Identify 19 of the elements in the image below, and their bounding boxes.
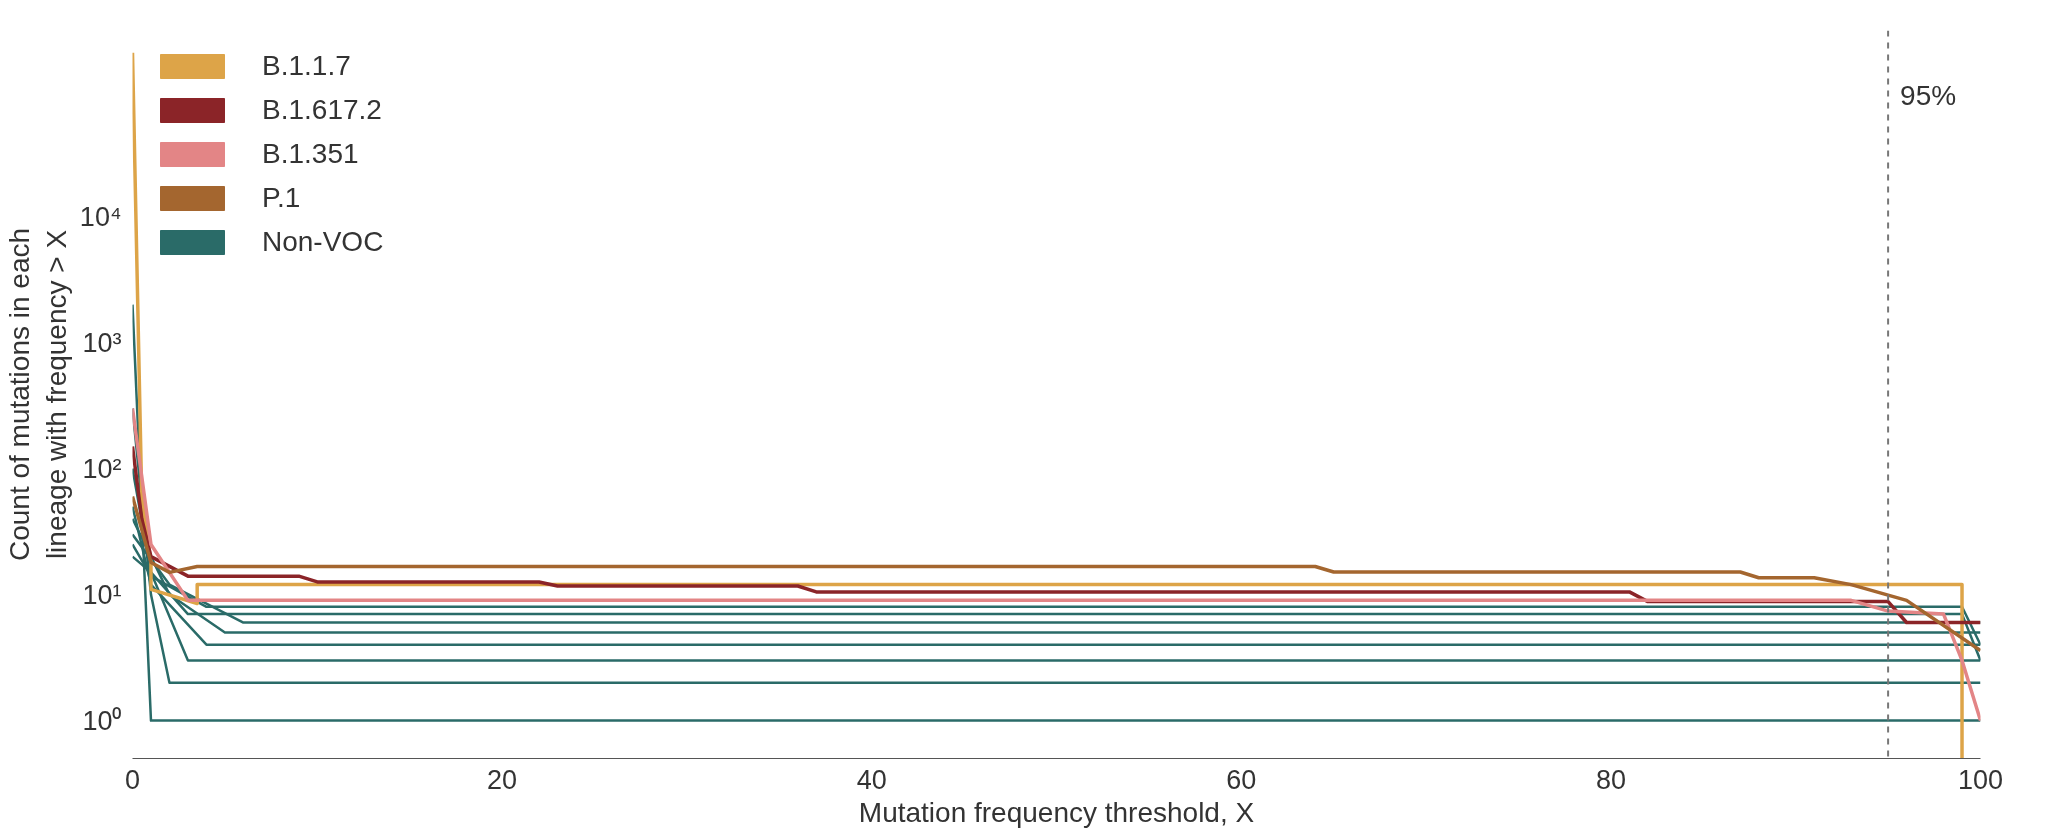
x-tick-label: 20 (487, 764, 518, 795)
y-tick-label: 10⁰ (82, 705, 122, 736)
x-tick-label: 60 (1226, 764, 1257, 795)
legend-label: B.1.351 (262, 138, 359, 170)
x-tick-label: 80 (1595, 764, 1626, 795)
y-tick-label: 10³ (82, 327, 122, 358)
legend-label: Non-VOC (262, 226, 384, 258)
y-axis-title: Count of mutations in each lineage with frequency > X (3, 227, 72, 562)
x-tick-label: 0 (124, 764, 141, 795)
y-tick-label: 10¹ (82, 579, 122, 610)
legend-label: B.1.617.2 (262, 94, 382, 126)
y-tick-label: 10² (82, 453, 122, 484)
ref-line-label: 95% (1900, 79, 1957, 111)
x-tick-label: 100 (1957, 764, 2004, 795)
legend-label: P.1 (262, 182, 301, 214)
x-tick-label: 40 (856, 764, 887, 795)
x-axis-title: Mutation frequency threshold, X (858, 796, 1255, 828)
y-tick-label: 10⁴ (79, 201, 122, 232)
legend-label: B.1.1.7 (262, 50, 351, 82)
